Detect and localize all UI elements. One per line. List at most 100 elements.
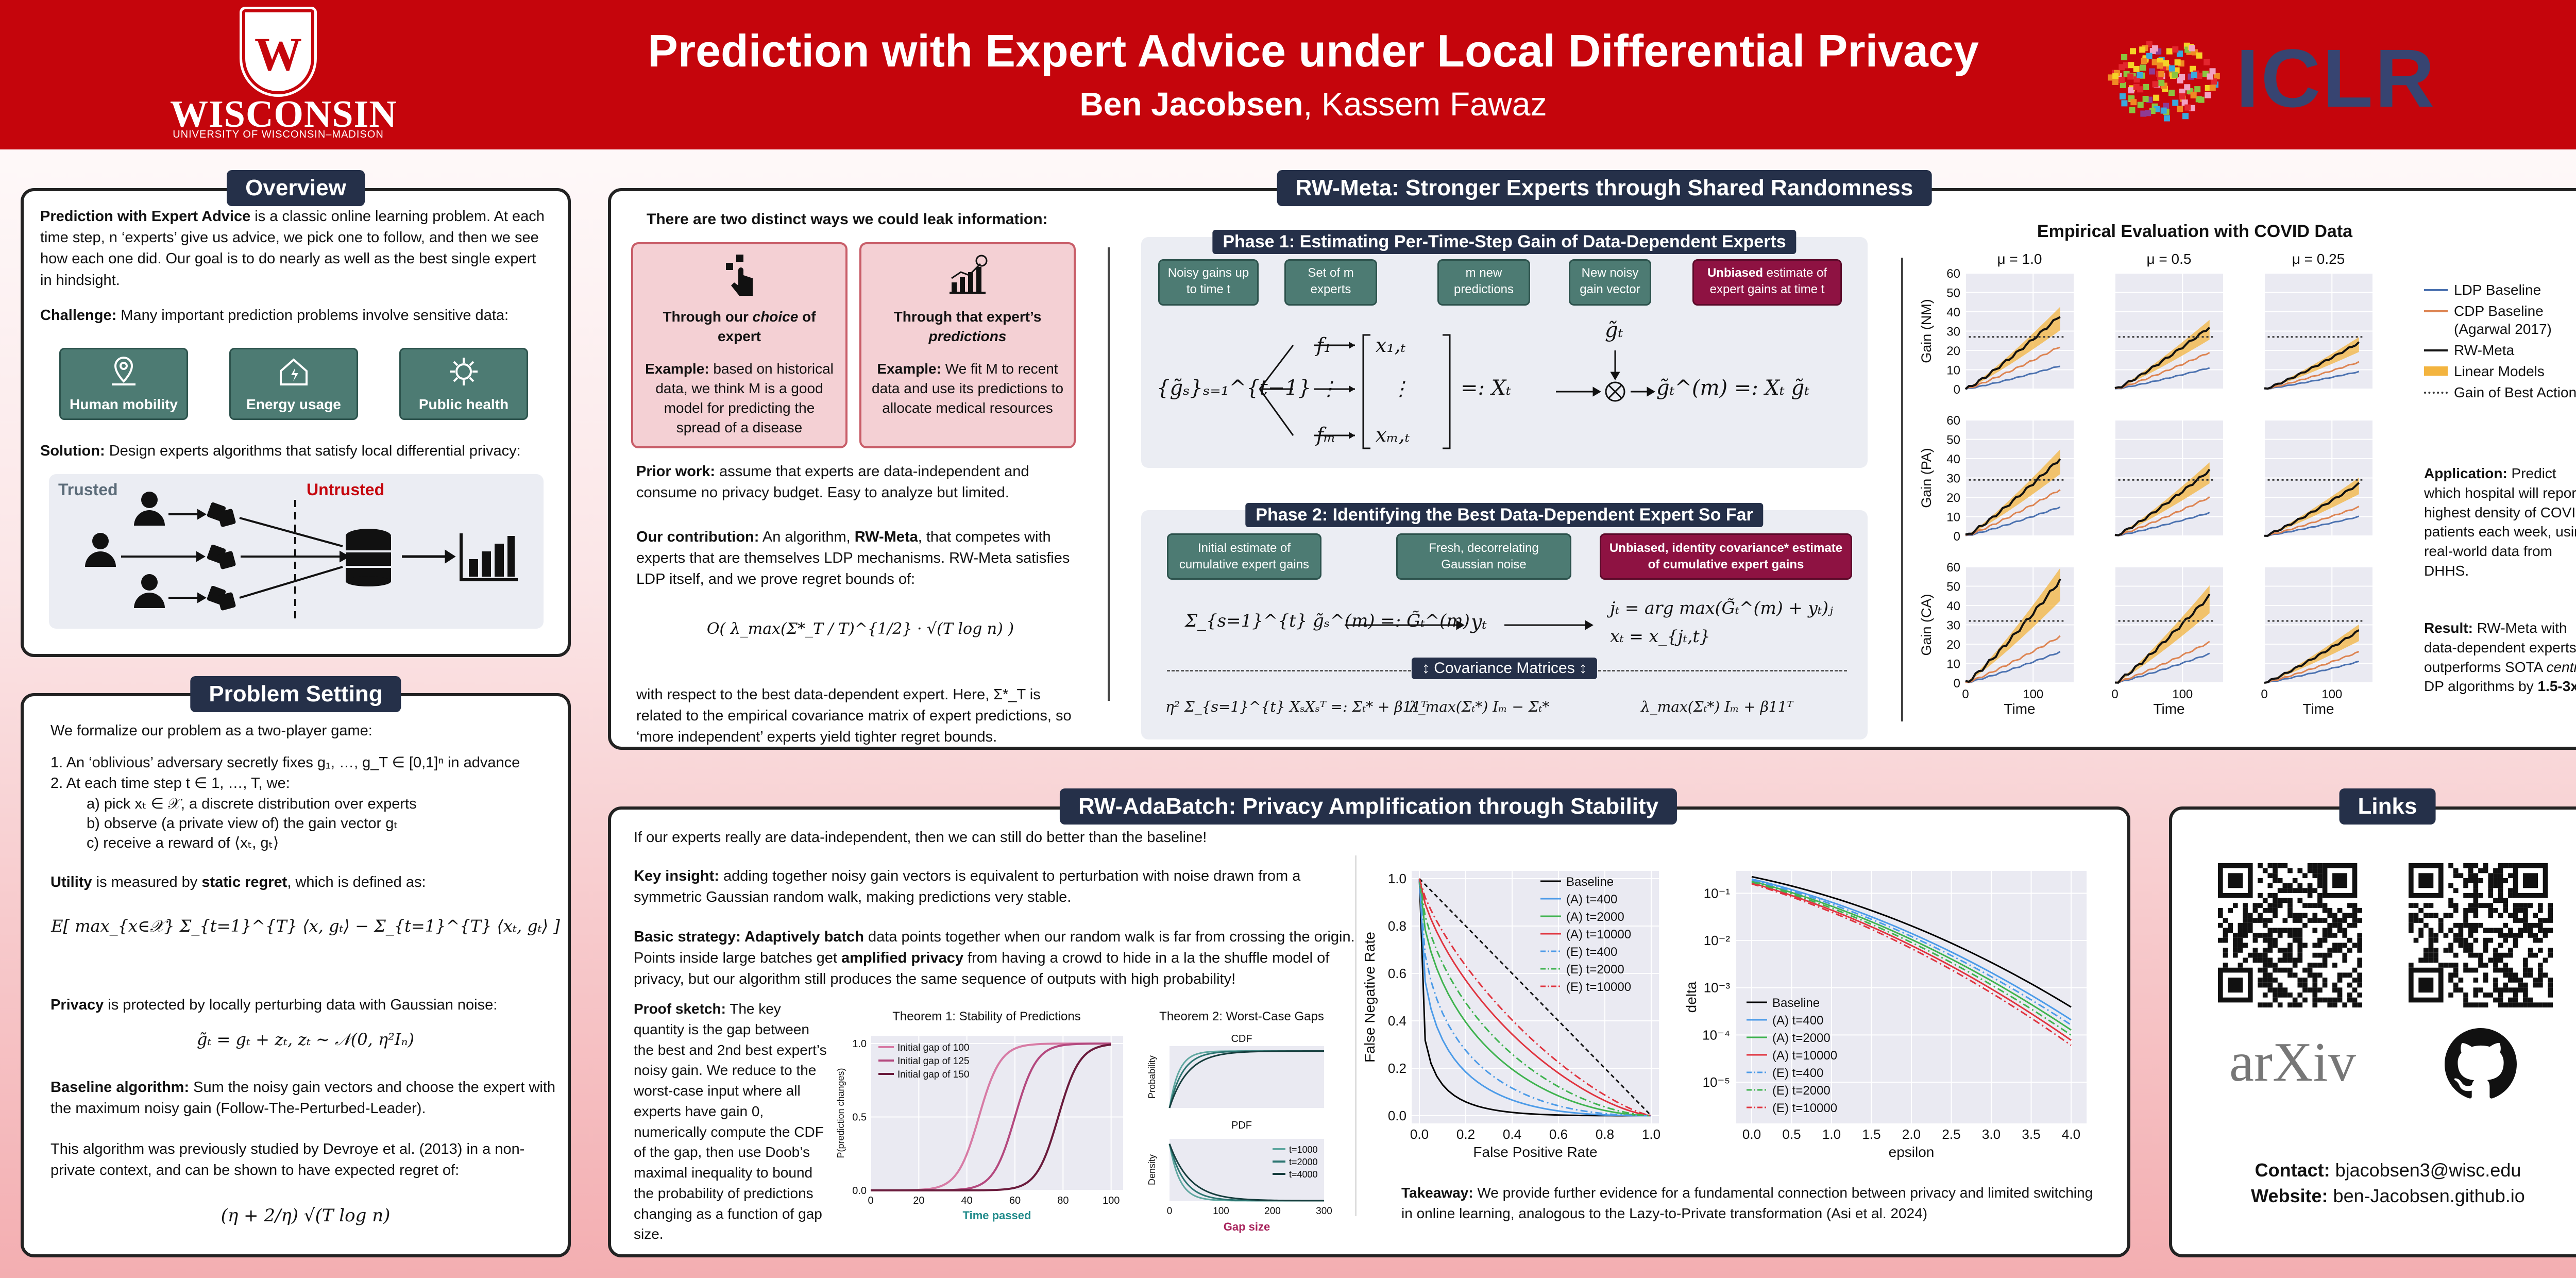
qr-module: [2438, 922, 2444, 928]
iclr-mosaic-tile: [2181, 99, 2188, 106]
delta-legend-label: (E) t=2000: [1772, 1084, 1831, 1098]
qr-module: [2493, 868, 2498, 873]
qr-module: [2428, 943, 2434, 948]
qr-module: [2332, 987, 2337, 993]
qr-module: [2277, 948, 2283, 953]
qr-module: [2223, 963, 2228, 968]
qr-module: [2508, 978, 2513, 983]
delta-y-tick-label: 10⁻²: [1704, 933, 1731, 948]
qr-module: [2277, 967, 2283, 973]
covid-ldp-baseline-line: [2264, 515, 2360, 537]
iclr-mosaic-tile: [2182, 113, 2189, 120]
qr-module: [2503, 1002, 2509, 1007]
qr-module: [2463, 913, 2468, 918]
qr-module: [2228, 922, 2233, 928]
covid-rw-meta-line: [2264, 629, 2360, 684]
covid-y-tick-label: 10: [1946, 658, 1960, 671]
theorem1-x-tick-label: 40: [961, 1195, 973, 1206]
trusted-label: Trusted: [58, 480, 118, 499]
qr-module: [2327, 907, 2333, 913]
theorem2-x-tick-label: 300: [1316, 1206, 1332, 1217]
delta-y-axis-label: delta: [1685, 981, 1699, 1013]
qr-module: [2312, 978, 2318, 983]
strategy-bold3: amplified privacy: [841, 950, 963, 967]
qr-module: [2267, 972, 2273, 978]
qr-module: [2273, 907, 2278, 913]
leak-card-predictions-head: Through that expert’s predictions: [861, 307, 1074, 346]
phase2-eq-right1: jₜ = arg max(G̃ₜ^(m) + yₜ)ⱼ: [1610, 598, 1833, 618]
qr-module: [2428, 933, 2434, 938]
qr-module: [2282, 957, 2288, 963]
arxiv-logo[interactable]: arXiv: [2218, 1031, 2367, 1095]
covid-y-tick-label: 50: [1946, 580, 1960, 594]
qr-module: [2548, 982, 2553, 988]
qr-module: [2538, 972, 2543, 978]
github-icon[interactable]: [2445, 1028, 2517, 1100]
qr-module: [2413, 903, 2419, 908]
qr-module: [2478, 957, 2483, 963]
qr-module: [2332, 922, 2337, 928]
arxiv-qr-code[interactable]: [2218, 863, 2362, 1007]
qr-module: [2458, 978, 2464, 983]
qr-module: [2463, 883, 2468, 888]
qr-module: [2433, 957, 2438, 963]
qr-module: [2518, 933, 2523, 938]
theorem1-legend-label: Initial gap of 100: [897, 1042, 969, 1053]
qr-module: [2357, 993, 2362, 998]
contact-text[interactable]: Contact: bjacobsen3@wisc.edu: [2184, 1159, 2576, 1181]
dice-icon: [207, 544, 236, 569]
qr-module: [2508, 888, 2513, 893]
qr-module: [2413, 937, 2419, 943]
covid-chart-title: Empirical Evaluation with COVID Data: [2037, 222, 2353, 241]
phase2-unbiased: Unbiased, identity covariance* estimate …: [1600, 533, 1852, 580]
qr-module: [2418, 957, 2424, 963]
website-bold: Website:: [2251, 1185, 2328, 1206]
theorem1-x-tick-label: 100: [1103, 1195, 1120, 1206]
qr-module: [2518, 903, 2523, 908]
qr-module: [2503, 982, 2509, 988]
user-icon: [134, 574, 165, 608]
proof-bold: Proof sketch:: [634, 1001, 726, 1017]
iclr-mosaic-tile: [2128, 87, 2134, 94]
setting-substep-c: c) receive a reward of ⟨xₜ, gₜ⟩: [87, 835, 279, 851]
qr-module: [2503, 907, 2509, 913]
solution-rest: Design experts algorithms that satisfy l…: [105, 443, 521, 459]
qr-module: [2347, 913, 2352, 918]
qr-module: [2267, 928, 2273, 933]
website-text[interactable]: Website: ben-Jacobsen.github.io: [2184, 1185, 2576, 1207]
qr-module: [2332, 997, 2337, 1003]
iclr-mosaic-tile: [2152, 81, 2159, 88]
phase1-title: Phase 1: Estimating Per-Time-Step Gain o…: [1212, 230, 1797, 254]
qr-module: [2258, 982, 2263, 988]
qr-module: [2533, 978, 2538, 983]
qr-module: [2238, 922, 2243, 928]
noise-equation: g̃ₜ = gₜ + zₜ, zₜ ∼ 𝒩(0, η²Iₙ): [197, 1030, 414, 1049]
qr-module: [2258, 893, 2263, 898]
github-qr-code[interactable]: [2409, 863, 2553, 1007]
qr-module: [2493, 883, 2498, 888]
qr-module: [2332, 982, 2337, 988]
phase1-noisy-gains: Noisy gains up to time t: [1158, 259, 1259, 306]
covid-y-tick-label: 60: [1946, 267, 1960, 281]
qr-module: [2418, 907, 2424, 913]
covid-legend-item: RW-Meta: [2424, 341, 2576, 359]
result-text: Result: RW-Meta with data-dependent expe…: [2424, 618, 2576, 696]
qr-module: [2267, 883, 2273, 888]
qr-module: [2453, 952, 2459, 958]
qr-module: [2478, 878, 2483, 883]
qr-module: [2232, 952, 2238, 958]
result-rest-2: DP algorithms by: [2424, 678, 2538, 695]
covid-legend-item: Linear Models: [2424, 362, 2576, 380]
uw-logo-wordmark: WISCONSIN: [170, 93, 397, 136]
delta-y-tick-label: 10⁻⁵: [1703, 1074, 1730, 1090]
qr-module: [2297, 943, 2303, 948]
phase1-eq-right: g̃ₜ^(m) =: Xₜ g̃ₜ: [1656, 376, 1810, 400]
leak-card-choice: Through our choice of expert Example: ba…: [631, 242, 848, 448]
uw-logo-subtitle: UNIVERSITY OF WISCONSIN–MADISON: [173, 129, 384, 140]
adabatch-proof: Proof sketch: The key quantity is the ga…: [634, 999, 829, 1245]
privacy-bold: Privacy: [50, 997, 104, 1013]
qr-module: [2488, 893, 2494, 898]
qr-module: [2352, 997, 2358, 1003]
qr-module: [2418, 918, 2424, 923]
qr-module: [2238, 928, 2243, 933]
